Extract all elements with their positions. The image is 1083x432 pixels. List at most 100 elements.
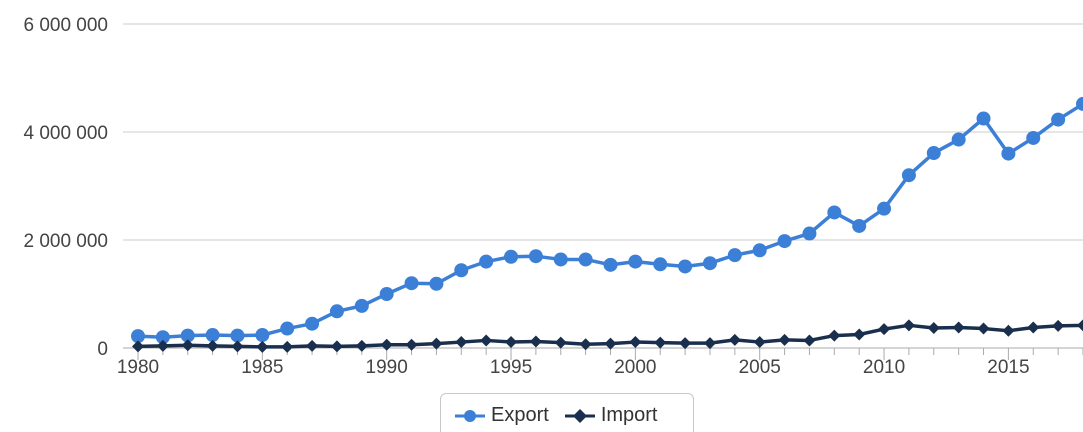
import-point	[505, 336, 518, 349]
export-point	[479, 254, 494, 269]
export-point	[702, 256, 717, 271]
import-point	[878, 323, 891, 336]
import-point	[579, 338, 592, 351]
export-point	[305, 316, 320, 331]
import-point	[1077, 319, 1083, 332]
import-point	[654, 336, 667, 349]
import-point	[330, 340, 343, 353]
x-tick-label: 2015	[987, 357, 1029, 378]
x-tick-label: 2005	[739, 357, 781, 378]
axes: 0 2 000 000 4 000 000 6 000 000 1980 1985 1990…	[23, 15, 1083, 378]
export-point	[901, 168, 916, 183]
import-point	[927, 322, 940, 335]
import-point	[281, 340, 294, 353]
export-point	[255, 328, 270, 343]
legend-item-import[interactable]: Import	[564, 404, 658, 427]
import-point	[604, 337, 617, 350]
export-point	[454, 263, 469, 278]
import-point	[1027, 321, 1040, 334]
y-tick-label: 0	[97, 339, 108, 360]
y-tick-label: 4 000 000	[23, 123, 108, 144]
export-point	[628, 254, 643, 269]
export-point	[877, 201, 892, 216]
import-point	[181, 339, 194, 352]
import-legend-icon	[564, 408, 595, 423]
export-point	[280, 321, 295, 336]
export-point	[926, 146, 941, 161]
export-series	[131, 96, 1083, 345]
import-point	[902, 319, 915, 332]
import-point	[952, 321, 965, 334]
export-point	[528, 249, 543, 264]
import-point	[132, 340, 144, 353]
export-point	[752, 243, 767, 258]
export-point	[180, 328, 195, 343]
x-tick-label: 1990	[366, 357, 408, 378]
export-point	[205, 328, 220, 343]
series	[131, 96, 1083, 353]
export-point	[155, 330, 170, 345]
import-point	[853, 328, 866, 341]
export-point	[976, 111, 991, 126]
export-point	[354, 298, 369, 313]
import-point	[679, 337, 692, 350]
x-tick-label: 2010	[863, 357, 905, 378]
x-tick-label: 1995	[490, 357, 532, 378]
export-point	[777, 234, 792, 249]
export-point	[429, 276, 444, 291]
x-tick-label: 2000	[614, 357, 656, 378]
export-point	[553, 252, 568, 267]
import-point	[728, 333, 741, 346]
export-point	[329, 304, 344, 319]
export-point	[852, 218, 867, 233]
export-point	[1051, 112, 1066, 127]
export-point	[1001, 146, 1016, 161]
grid-lines	[123, 23, 1083, 241]
export-point	[131, 329, 145, 344]
import-point	[703, 337, 716, 350]
import-point	[977, 322, 990, 335]
legend-label-export: Export	[491, 404, 549, 426]
import-point	[156, 339, 169, 352]
legend-label-import: Import	[600, 404, 658, 426]
x-tick-label: 1985	[241, 357, 283, 378]
export-point	[504, 249, 519, 264]
import-point	[256, 340, 269, 353]
import-point	[629, 336, 642, 349]
import-point	[380, 338, 393, 351]
import-point	[306, 339, 319, 352]
x-tick-label: 1980	[117, 357, 159, 378]
import-point	[1052, 319, 1065, 332]
legend: Export Import	[440, 393, 694, 432]
export-point	[727, 248, 742, 263]
import-point	[455, 336, 468, 349]
import-point	[529, 335, 542, 348]
export-point	[678, 259, 693, 274]
import-point	[778, 333, 791, 346]
legend-item-export[interactable]: Export	[455, 404, 549, 427]
export-line	[137, 102, 1083, 339]
import-point	[480, 334, 493, 347]
import-point	[828, 329, 841, 342]
import-point	[206, 339, 219, 352]
import-point	[231, 340, 244, 353]
export-point	[379, 287, 394, 301]
import-point	[405, 338, 418, 351]
export-point	[603, 257, 618, 272]
export-point	[1076, 96, 1083, 111]
export-point	[578, 252, 593, 267]
export-point	[802, 226, 817, 241]
export-legend-icon	[455, 409, 485, 422]
export-point	[951, 132, 966, 147]
export-point	[404, 276, 419, 291]
import-point	[430, 337, 443, 350]
import-point	[554, 336, 567, 349]
import-point	[1002, 324, 1015, 337]
export-point	[230, 328, 245, 343]
import-point	[803, 334, 816, 347]
export-point	[827, 205, 842, 220]
import-series	[132, 319, 1083, 353]
export-point	[653, 257, 668, 272]
